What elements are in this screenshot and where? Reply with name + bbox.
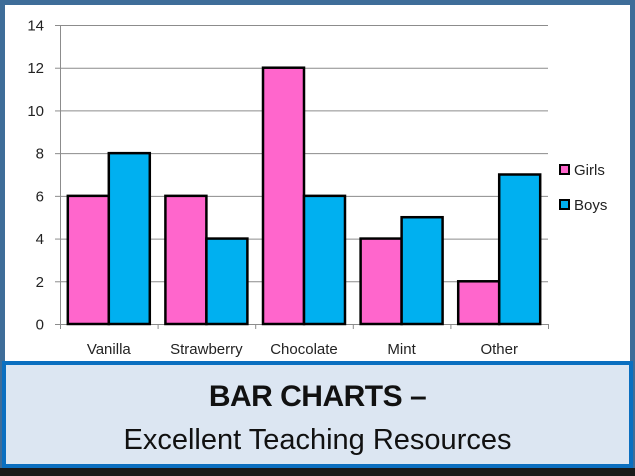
bar-boys-strawberry [205,237,249,326]
bar-boys-chocolate [302,194,347,326]
y-tick-label: 2 [36,274,44,291]
y-tick-label: 14 [27,18,44,35]
legend-label-boys: Boys [574,197,607,214]
x-category-label: Chocolate [270,341,338,358]
legend-swatch-girls [559,164,570,175]
legend-label-girls: Girls [574,162,605,179]
bar-girls-other [456,280,501,326]
y-tick-label: 10 [27,103,44,120]
legend-swatch-boys [559,199,570,210]
bar-boys-other [497,173,542,326]
y-tick-label: 6 [36,188,44,205]
y-tick-label: 4 [36,231,44,248]
banner-subtitle: Excellent Teaching Resources [123,424,512,456]
title-banner: BAR CHARTS – Excellent Teaching Resource… [2,361,633,468]
bar-girls-strawberry [164,194,208,326]
bar-girls-mint [359,237,403,326]
x-category-label: Mint [387,341,416,358]
bar-boys-mint [400,215,444,326]
y-tick-label: 0 [36,317,44,334]
y-tick-label: 8 [36,146,44,163]
chart-panel: 0 2 4 6 8 10 12 14 Vanilla Strawberry Chocolate Min… [5,5,630,361]
bottom-strip [0,468,635,476]
banner-title: BAR CHARTS – [208,380,427,413]
bar-girls-vanilla [66,194,111,326]
bar-chart: 0 2 4 6 8 10 12 14 Vanilla Strawberry Chocolate Min… [27,18,607,359]
bar-boys-vanilla [107,151,152,326]
x-category-label: Vanilla [87,341,132,358]
x-category-label: Other [480,341,518,358]
y-tick-label: 12 [27,60,44,77]
x-category-label: Strawberry [170,341,243,358]
bar-girls-chocolate [261,66,306,326]
